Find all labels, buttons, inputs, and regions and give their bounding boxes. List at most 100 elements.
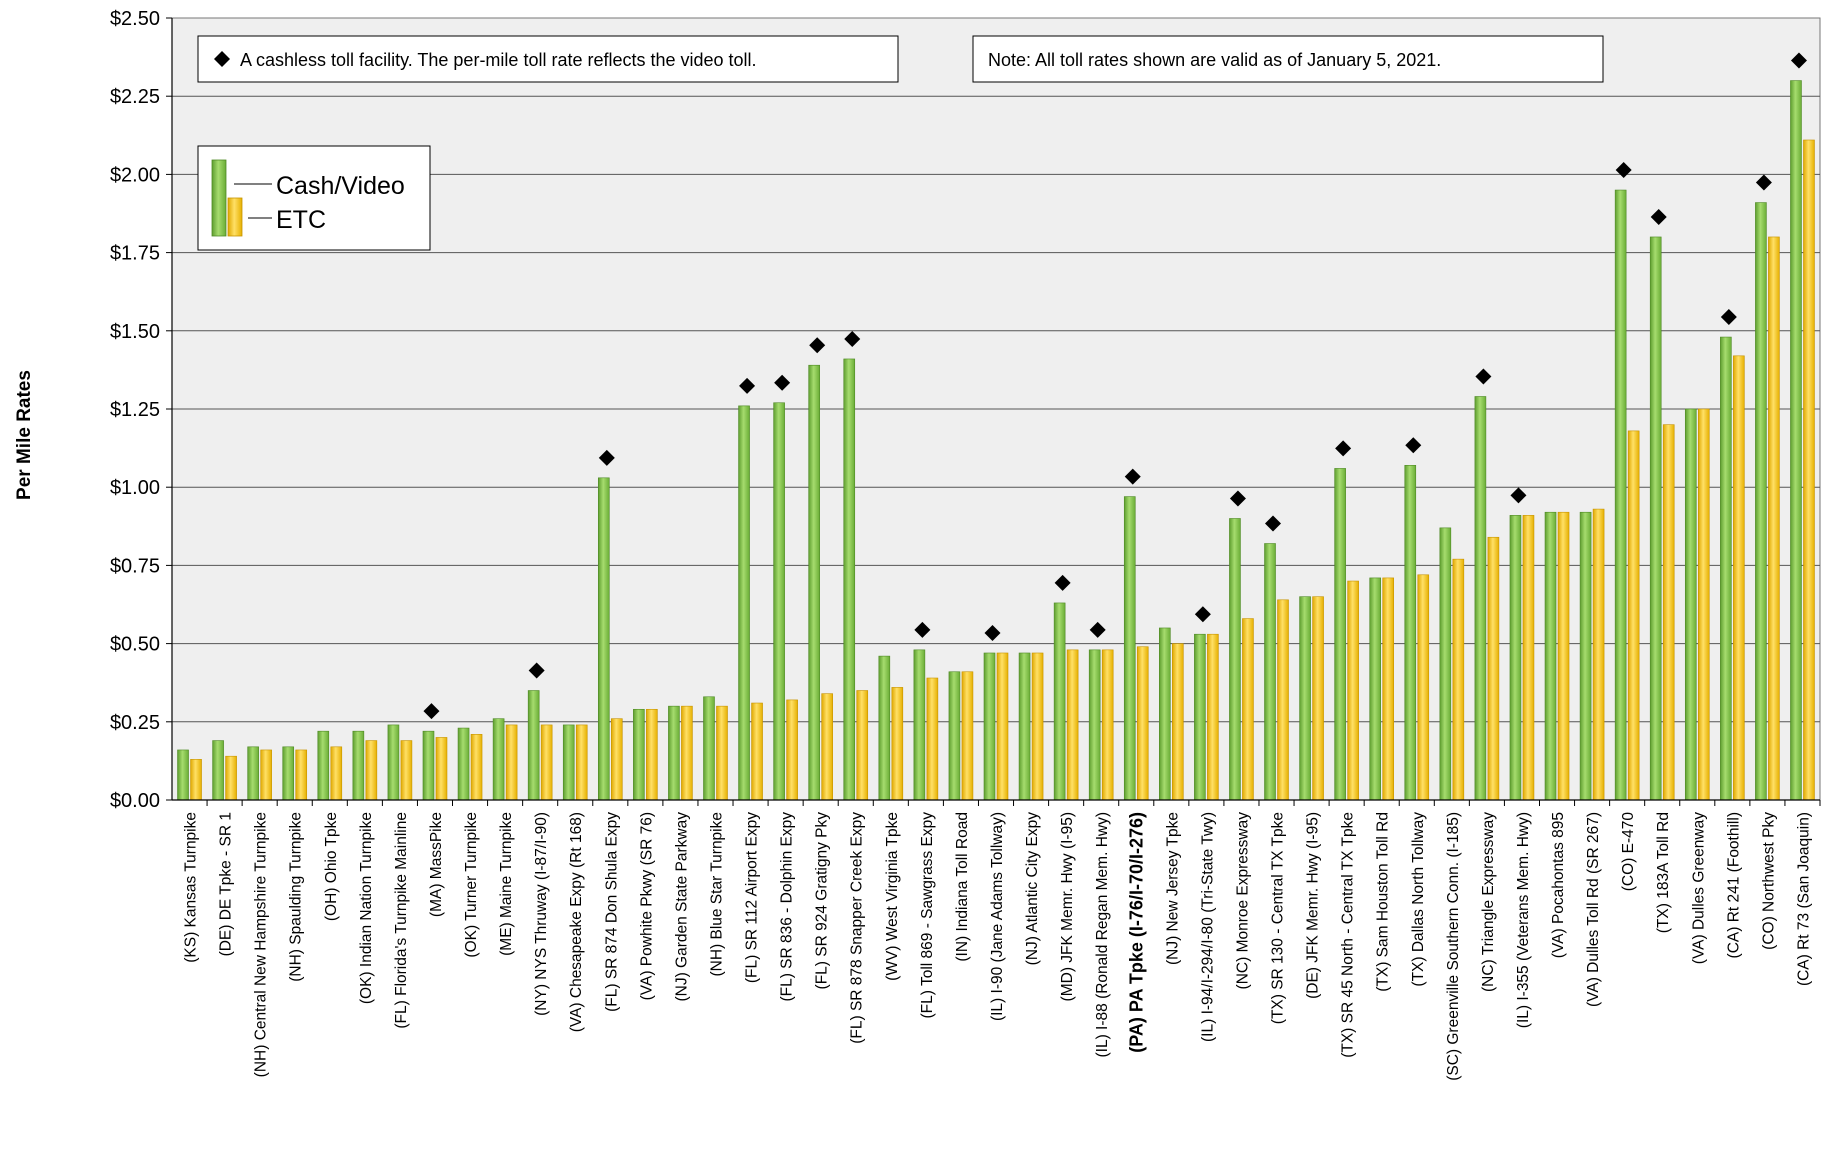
x-category-label: (TX) SR 130 - Central TX Tpke bbox=[1270, 812, 1287, 1024]
bar-etc bbox=[1207, 633, 1219, 801]
x-category-label: (FL) SR 874 Don Shula Expy bbox=[603, 812, 620, 1012]
legend-label-etc: ETC bbox=[276, 206, 326, 234]
x-category-label: (NH) Blue Star Turnpike bbox=[708, 812, 725, 977]
bar-cash-video bbox=[1790, 80, 1802, 801]
x-category-label: (VA) Chesapeake Expy (Rt 168) bbox=[568, 812, 585, 1032]
bar-etc bbox=[681, 705, 693, 801]
x-category-label: (TX) 183A Toll Rd bbox=[1655, 812, 1672, 933]
y-tick-label: $2.25 bbox=[110, 86, 160, 108]
cashless-marker bbox=[844, 330, 861, 347]
x-category-label: (IN) Indiana Toll Road bbox=[954, 812, 971, 962]
y-tick-label: $0.50 bbox=[110, 634, 160, 656]
bar-etc bbox=[1522, 515, 1535, 801]
bar-etc bbox=[716, 705, 728, 801]
cashless-marker bbox=[984, 624, 1001, 641]
y-tick-label: $0.00 bbox=[110, 790, 160, 812]
bar-etc bbox=[1662, 424, 1675, 801]
bar-cash-video bbox=[527, 690, 540, 801]
x-category-label: (TX) Dallas North Tollway bbox=[1410, 812, 1427, 987]
x-category-label: (VA) Dulles Toll Rd (SR 267) bbox=[1585, 812, 1602, 1007]
bar-cash-video bbox=[1614, 189, 1627, 801]
bar-cash-video bbox=[1194, 633, 1206, 801]
x-category-label: (MA) MassPike bbox=[428, 812, 445, 917]
bar-etc bbox=[610, 718, 623, 801]
y-tick-label: $1.00 bbox=[110, 477, 160, 499]
x-category-label: (VA) Dulles Greenway bbox=[1690, 812, 1707, 964]
x-category-label: (IL) I-94/I-294/I-80 (Tri-State Twy) bbox=[1199, 812, 1216, 1042]
bar-cash-video bbox=[1684, 408, 1697, 801]
bar-cash-video bbox=[492, 718, 505, 801]
x-category-label: (IL) I-90 (Jane Adams Tollway) bbox=[989, 812, 1006, 1021]
bar-etc bbox=[1382, 577, 1395, 801]
cashless-marker bbox=[1475, 368, 1492, 385]
x-category-label: (ME) Maine Turnpike bbox=[498, 812, 515, 956]
bar-etc bbox=[786, 699, 798, 801]
y-tick-label: $2.50 bbox=[110, 8, 160, 30]
bar-cash-video bbox=[808, 364, 820, 801]
x-category-label: (NC) Triangle Expressway bbox=[1480, 812, 1497, 992]
bar-etc bbox=[1031, 652, 1044, 801]
bar-cash-video bbox=[457, 727, 470, 801]
x-category-label: (NJ) New Jersey Tpke bbox=[1164, 812, 1181, 965]
bar-cash-video bbox=[1159, 627, 1171, 801]
x-category-label: (DE) DE Tpke - SR 1 bbox=[218, 812, 235, 956]
bar-cash-video bbox=[703, 696, 715, 801]
bar-etc bbox=[470, 734, 483, 801]
bar-etc bbox=[646, 708, 658, 801]
legend: Cash/Video ETC bbox=[197, 145, 431, 251]
bar-etc bbox=[1592, 508, 1605, 801]
bar-cash-video bbox=[1018, 652, 1031, 801]
bar-cash-video bbox=[1123, 496, 1136, 801]
cashless-marker bbox=[1790, 52, 1807, 69]
bar-cash-video bbox=[1229, 518, 1241, 801]
cashless-marker bbox=[1089, 621, 1106, 638]
bar-cash-video bbox=[843, 358, 856, 801]
x-category-label: (PA) PA Tpke (I-76/I-70/I-276) bbox=[1126, 812, 1146, 1053]
x-category-label: (WV) West Virginia Tpke bbox=[884, 812, 901, 981]
x-category-label: (OK) Indian Nation Turnpike bbox=[358, 812, 375, 1004]
x-category-label: (FL) SR 878 Snapper Creek Expy bbox=[849, 812, 866, 1044]
x-category-label: (MD) JFK Memr. Hwy (I-95) bbox=[1059, 812, 1076, 1001]
y-axis-title: Per Mile Rates bbox=[14, 370, 35, 500]
cashless-marker bbox=[739, 377, 756, 394]
bar-etc bbox=[1733, 355, 1745, 801]
bar-etc bbox=[365, 740, 378, 801]
bar-cash-video bbox=[913, 649, 926, 801]
cashless-markers bbox=[423, 52, 1807, 720]
bar-etc bbox=[1277, 599, 1289, 801]
bar-etc bbox=[1627, 430, 1640, 801]
bar-etc bbox=[505, 724, 518, 801]
bar-etc bbox=[190, 759, 202, 801]
cashless-marker bbox=[1615, 162, 1632, 179]
bar-cash-video bbox=[1088, 649, 1101, 801]
cashless-marker bbox=[1265, 515, 1282, 532]
x-category-label: (CA) Rt 241 (Foothill) bbox=[1725, 812, 1742, 958]
bar-etc bbox=[260, 749, 272, 801]
bar-etc bbox=[1101, 649, 1114, 801]
bar-cash-video bbox=[1649, 236, 1662, 801]
bar-etc bbox=[575, 724, 588, 801]
bar-etc bbox=[996, 652, 1009, 801]
x-category-label: (IL) I-88 (Ronald Regan Mem. Hwy) bbox=[1094, 812, 1111, 1058]
bar-etc bbox=[225, 755, 237, 801]
x-category-label: (FL) SR 836 - Dolphin Expy bbox=[779, 812, 796, 1002]
bar-cash-video bbox=[1404, 465, 1417, 801]
bar-cash-video bbox=[1439, 527, 1452, 801]
validity-note-text: Note: All toll rates shown are valid as … bbox=[988, 50, 1441, 70]
x-category-label: (SC) Greenville Southern Conn. (I-185) bbox=[1445, 812, 1462, 1081]
bar-cash-video bbox=[1264, 543, 1276, 801]
y-tick-label: $0.25 bbox=[110, 712, 160, 734]
y-tick-label: $1.50 bbox=[110, 321, 160, 343]
bar-cash-video bbox=[597, 477, 610, 801]
cashless-marker bbox=[914, 621, 931, 638]
x-category-label: (VA) Powhite Pkwy (SR 76) bbox=[638, 812, 655, 1000]
x-category-label: (FL) Toll 869 - Sawgrass Expy bbox=[919, 812, 936, 1019]
cashless-marker bbox=[598, 449, 615, 466]
bar-etc bbox=[1312, 596, 1324, 801]
bar-etc bbox=[1697, 408, 1710, 801]
x-category-label: (OH) Ohio Tpke bbox=[323, 812, 340, 921]
x-category-label: (NH) Spaulding Turnpike bbox=[288, 812, 305, 982]
bar-cash-video bbox=[633, 708, 645, 801]
